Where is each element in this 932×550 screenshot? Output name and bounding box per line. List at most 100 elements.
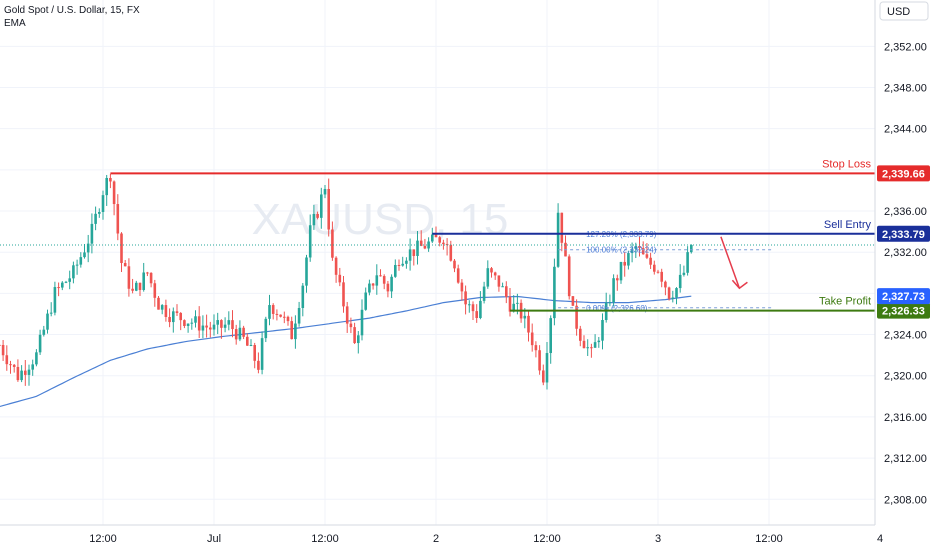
candle[interactable] <box>505 281 508 304</box>
candle[interactable] <box>320 187 323 229</box>
candle[interactable] <box>360 299 364 341</box>
candle[interactable] <box>645 243 649 260</box>
candle[interactable] <box>530 323 534 352</box>
candle[interactable] <box>464 285 467 315</box>
candle[interactable] <box>9 360 12 374</box>
candle[interactable] <box>534 341 538 358</box>
candle[interactable] <box>42 325 46 337</box>
candle[interactable] <box>72 261 75 284</box>
candle[interactable] <box>612 274 615 307</box>
candle[interactable] <box>390 274 393 299</box>
candle[interactable] <box>31 359 34 376</box>
candle[interactable] <box>590 343 593 358</box>
candle[interactable] <box>46 309 49 334</box>
candle[interactable] <box>542 364 545 386</box>
candle[interactable] <box>556 203 560 268</box>
candle[interactable] <box>442 239 445 250</box>
level-label[interactable]: Take Profit <box>819 296 871 308</box>
candle[interactable] <box>172 307 175 333</box>
candlesticks[interactable] <box>0 173 875 390</box>
candle[interactable] <box>35 349 38 367</box>
candle[interactable] <box>453 259 456 273</box>
candle[interactable] <box>223 317 227 333</box>
candle[interactable] <box>5 345 9 371</box>
candle[interactable] <box>38 329 42 355</box>
candle[interactable] <box>653 260 656 275</box>
candle[interactable] <box>294 315 297 349</box>
candle[interactable] <box>190 318 194 330</box>
candle[interactable] <box>475 304 478 323</box>
candle[interactable] <box>493 271 497 280</box>
level-label[interactable]: Stop Loss <box>822 158 871 170</box>
candle[interactable] <box>24 359 27 386</box>
candle[interactable] <box>286 315 290 326</box>
candle[interactable] <box>630 242 634 263</box>
candle[interactable] <box>234 324 238 345</box>
candle[interactable] <box>86 234 90 263</box>
candle[interactable] <box>349 317 353 334</box>
candle[interactable] <box>231 310 234 338</box>
candle[interactable] <box>227 311 231 331</box>
candle[interactable] <box>586 339 589 356</box>
candle[interactable] <box>16 359 20 382</box>
candle[interactable] <box>138 282 142 297</box>
candle[interactable] <box>656 269 660 274</box>
candle[interactable] <box>397 259 401 271</box>
candle[interactable] <box>671 290 675 303</box>
candle[interactable] <box>405 257 408 269</box>
candle[interactable] <box>249 339 253 347</box>
candle[interactable] <box>449 240 453 262</box>
candle[interactable] <box>290 316 293 340</box>
candle[interactable] <box>257 352 260 374</box>
candle[interactable] <box>0 339 1 347</box>
symbol-title[interactable]: Gold Spot / U.S. Dollar, 15, FX <box>4 5 140 16</box>
candle[interactable] <box>75 259 79 275</box>
candle[interactable] <box>209 321 212 338</box>
candle[interactable] <box>220 319 223 339</box>
candle[interactable] <box>275 309 279 321</box>
candle[interactable] <box>201 315 205 339</box>
candle[interactable] <box>279 314 282 318</box>
candle[interactable] <box>382 274 386 290</box>
candle[interactable] <box>579 325 582 347</box>
candle[interactable] <box>331 221 334 261</box>
candle[interactable] <box>667 286 671 301</box>
candle[interactable] <box>271 303 275 320</box>
candle[interactable] <box>368 279 371 296</box>
candle[interactable] <box>575 299 578 336</box>
candle[interactable] <box>634 242 638 259</box>
candle[interactable] <box>501 282 504 288</box>
candle[interactable] <box>101 190 105 220</box>
candle[interactable] <box>260 331 264 375</box>
candle[interactable] <box>597 336 601 348</box>
candle[interactable] <box>571 296 575 307</box>
candle[interactable] <box>482 281 486 304</box>
candle[interactable] <box>427 237 430 252</box>
candle[interactable] <box>312 204 316 230</box>
candle[interactable] <box>175 304 179 317</box>
candle[interactable] <box>675 287 678 305</box>
candle[interactable] <box>527 311 530 342</box>
candle[interactable] <box>238 320 242 342</box>
candle[interactable] <box>105 174 108 206</box>
candle[interactable] <box>401 256 404 267</box>
candle[interactable] <box>345 301 349 333</box>
candle[interactable] <box>460 279 464 301</box>
candle[interactable] <box>616 274 619 291</box>
candle[interactable] <box>327 178 330 237</box>
candle[interactable] <box>342 276 345 313</box>
candle[interactable] <box>186 323 190 333</box>
forecast-arrow-head[interactable] <box>731 279 748 290</box>
candle[interactable] <box>371 282 375 290</box>
candle[interactable] <box>682 265 686 277</box>
candle[interactable] <box>353 322 356 345</box>
candle[interactable] <box>412 249 416 266</box>
forecast-arrow[interactable] <box>720 236 748 290</box>
candle[interactable] <box>264 316 268 343</box>
candle[interactable] <box>27 364 31 386</box>
candle[interactable] <box>160 304 164 315</box>
candle[interactable] <box>246 333 249 346</box>
candle[interactable] <box>212 314 216 336</box>
candle[interactable] <box>375 264 379 295</box>
